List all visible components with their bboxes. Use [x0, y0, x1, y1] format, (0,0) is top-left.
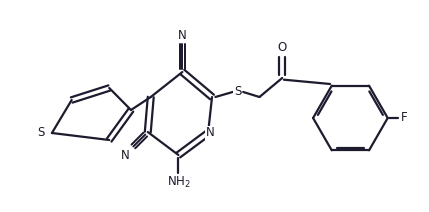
- Text: N: N: [121, 149, 129, 162]
- Text: F: F: [402, 112, 408, 124]
- Text: O: O: [278, 41, 287, 54]
- Text: N: N: [206, 127, 214, 139]
- Text: NH$_2$: NH$_2$: [166, 175, 190, 190]
- Text: S: S: [38, 127, 45, 139]
- Text: N: N: [178, 29, 187, 42]
- Text: S: S: [234, 85, 242, 99]
